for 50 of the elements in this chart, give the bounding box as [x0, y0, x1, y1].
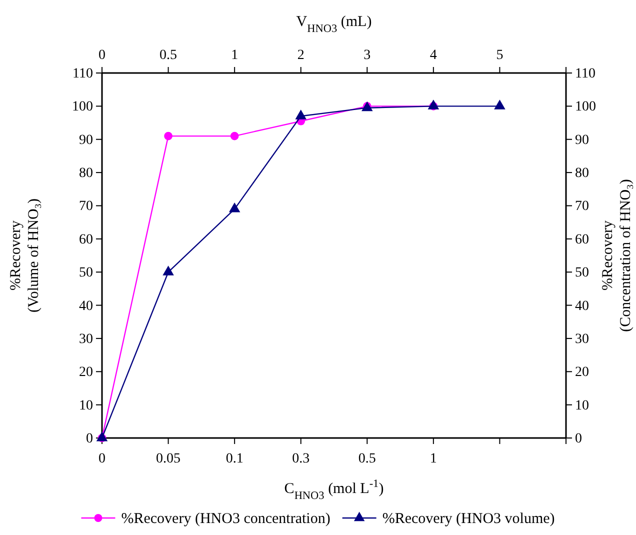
- legend-label: %Recovery (HNO3 volume): [382, 511, 555, 527]
- y2-axis-title: %Recovery (Concentration of HNO₃): [600, 179, 634, 332]
- x-tick-label: 0.1: [226, 451, 244, 466]
- point: [230, 132, 239, 140]
- y-tick-label: 40: [79, 298, 93, 314]
- y2-tick-label: 110: [575, 66, 596, 82]
- y2-tick-label: 0: [575, 431, 582, 446]
- text: 2: [297, 48, 304, 63]
- y2-tick-label: 100: [575, 100, 596, 115]
- x-tick-label: 1: [430, 451, 437, 466]
- y-tick-label: 80: [79, 166, 93, 182]
- x-tick-label: 0: [98, 451, 106, 466]
- y-axis-title: %Recovery (Volume of HNO₃): [8, 198, 42, 313]
- y-tick-label: 110: [72, 66, 93, 82]
- text: 5: [496, 48, 504, 63]
- point: [494, 100, 506, 110]
- point: [228, 202, 240, 212]
- point: [164, 132, 172, 140]
- y2-tick-label: 80: [575, 166, 589, 182]
- y-tick-label: 100: [72, 100, 93, 115]
- y2-tick-label: 10: [575, 398, 589, 414]
- point: [162, 266, 174, 276]
- text: 4: [430, 48, 437, 63]
- y-tick-label: 30: [79, 332, 93, 347]
- y2-tick-label: 50: [575, 266, 589, 281]
- x-tick-label: 0.3: [292, 451, 310, 466]
- y-tick-label: 10: [79, 398, 93, 414]
- y-tick-label: 60: [79, 232, 93, 248]
- x-tick-label: 0.5: [358, 451, 376, 466]
- text: 0.5: [160, 48, 178, 63]
- y2-tick-label: 30: [575, 332, 589, 347]
- y2-tick-label: 40: [575, 298, 589, 314]
- x-axis-title: C$_{HNO3}$ (mol L$^{-1}$): [284, 478, 384, 502]
- point: [295, 110, 306, 120]
- y-tick-label: 50: [79, 266, 93, 281]
- y-tick-label: 70: [79, 199, 93, 214]
- y2-tick-label: 90: [575, 132, 589, 148]
- y-tick-label: 0: [86, 431, 93, 446]
- text: 0: [98, 48, 106, 63]
- text: 1: [231, 48, 238, 63]
- y-tick-label: 90: [79, 132, 93, 148]
- y2-tick-label: 20: [575, 365, 589, 380]
- point: [428, 100, 440, 110]
- x-tick-label: 0.05: [156, 451, 181, 466]
- legend-label: %Recovery (HNO3 concentration): [121, 511, 330, 527]
- text: 3: [364, 48, 371, 63]
- y2-tick-label: 60: [575, 232, 589, 248]
- y-tick-label: 20: [79, 365, 93, 380]
- x2-axis-title: V$_{HNO3}$ (mL): [296, 14, 372, 35]
- y2-tick-label: 70: [575, 199, 589, 214]
